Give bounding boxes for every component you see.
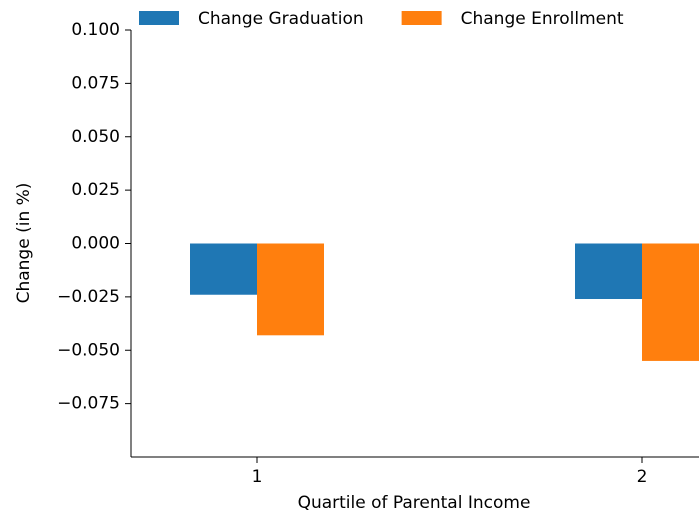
bar <box>190 243 257 295</box>
y-tick-label: 0.000 <box>71 234 120 254</box>
x-tick-label: 2 <box>637 467 648 487</box>
y-tick-label: 0.050 <box>71 127 120 147</box>
bar <box>575 243 642 300</box>
bar <box>642 243 699 361</box>
y-tick-label: 0.075 <box>71 73 120 93</box>
y-tick-label: 0.025 <box>71 180 120 200</box>
y-tick-label: −0.025 <box>57 287 120 307</box>
legend-swatch <box>401 11 442 25</box>
y-tick-label: −0.075 <box>57 394 120 414</box>
x-axis-label: Quartile of Parental Income <box>298 493 531 513</box>
legend-label: Change Enrollment <box>461 9 624 29</box>
bar <box>257 243 324 336</box>
legend-swatch <box>139 11 179 25</box>
y-axis-label: Change (in %) <box>14 183 34 304</box>
y-tick-label: 0.100 <box>71 20 120 40</box>
legend-label: Change Graduation <box>198 9 364 29</box>
x-tick-label: 1 <box>252 467 263 487</box>
y-tick-label: −0.050 <box>57 340 120 360</box>
